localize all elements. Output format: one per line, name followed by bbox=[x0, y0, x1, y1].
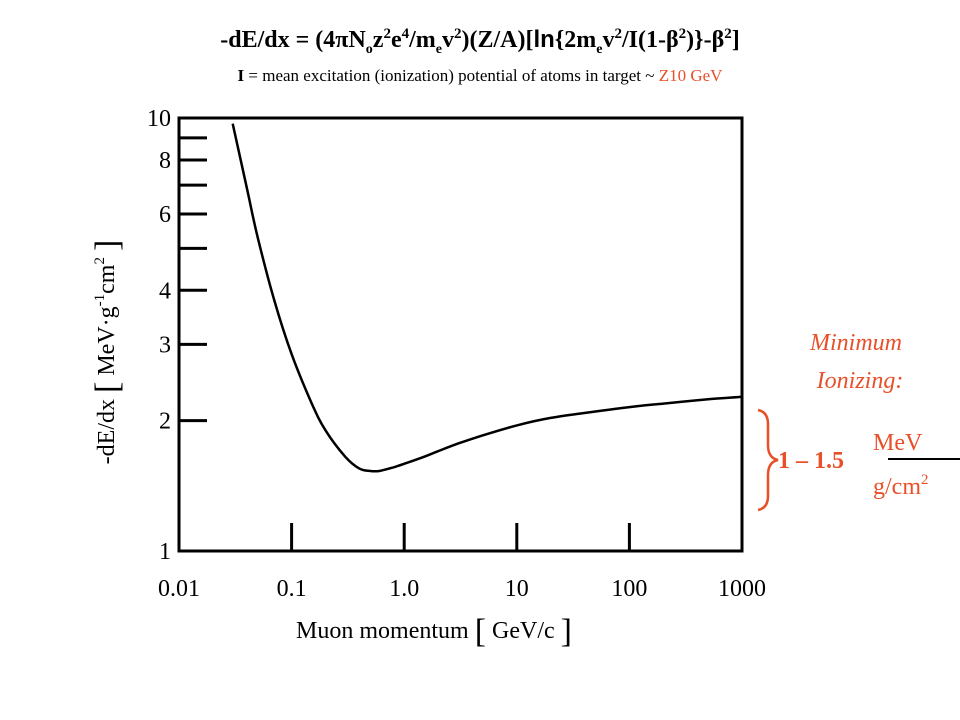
formula-sup: 2 bbox=[678, 26, 687, 42]
formula-sub: o bbox=[365, 41, 373, 57]
bethe-bloch-formula: -dE/dx = (4πNoz2e4/mev2)(Z/A)[ln{2mev2/I… bbox=[0, 26, 960, 58]
unit-denominator-text: g/cm bbox=[873, 474, 921, 500]
formula-part: ] bbox=[731, 27, 740, 53]
range-brace-icon bbox=[757, 408, 779, 512]
formula-beta: β bbox=[665, 27, 679, 53]
x-axis-title-bracket-left: [ bbox=[475, 613, 486, 650]
formula-sup: 4 bbox=[401, 26, 410, 42]
y-axis-title-sup: -1 bbox=[92, 294, 108, 307]
unit-numerator: MeV bbox=[873, 430, 923, 456]
y-axis-title-text: -dE/dx bbox=[94, 393, 120, 464]
formula-pi: π bbox=[335, 27, 349, 53]
series-line bbox=[231, 123, 743, 473]
min-ionizing-range: 1 – 1.5 bbox=[778, 448, 844, 474]
y-tick-label: 8 bbox=[159, 148, 171, 174]
formula-part: /I(1- bbox=[621, 27, 666, 53]
subtitle-highlight: Z10 GeV bbox=[658, 66, 723, 85]
y-axis-title-unit: MeV·g bbox=[94, 306, 120, 381]
formula-sup: 2 bbox=[724, 26, 732, 42]
formula-ln: ln bbox=[533, 26, 555, 53]
axis-ticks bbox=[179, 136, 631, 551]
y-axis-title-unit2: cm bbox=[94, 264, 120, 294]
x-tick-label: 0.1 bbox=[277, 576, 307, 602]
formula-sub: e bbox=[435, 41, 442, 57]
formula-part: z bbox=[372, 27, 384, 53]
y-axis-title-bracket-left: [ bbox=[89, 382, 126, 393]
subtitle-i-label: I bbox=[237, 66, 245, 85]
formula-sup: 2 bbox=[453, 26, 462, 42]
unit-denominator: g/cm2 bbox=[873, 472, 929, 500]
excitation-potential-note: I = mean excitation (ionization) potenti… bbox=[0, 66, 960, 86]
y-tick-label: 10 bbox=[147, 106, 171, 132]
formula-part: {2m bbox=[554, 27, 597, 53]
min-ionizing-label-line1: Minimum bbox=[809, 330, 902, 356]
formula-part: e bbox=[390, 27, 402, 53]
y-tick-label: 4 bbox=[159, 278, 171, 304]
subtitle-text: = mean excitation (ionization) potential… bbox=[244, 66, 659, 85]
x-axis-title-unit: GeV/c bbox=[486, 618, 561, 644]
x-axis-title-text: Muon momentum bbox=[296, 618, 475, 644]
x-tick-label: 0.01 bbox=[158, 576, 200, 602]
plot-frame bbox=[177, 116, 744, 553]
y-axis-title-bracket-right: ] bbox=[89, 240, 126, 251]
formula-part: N bbox=[348, 27, 366, 53]
x-axis-title-bracket-right: ] bbox=[561, 613, 572, 650]
formula-beta: β bbox=[711, 27, 725, 53]
formula-sub: e bbox=[596, 41, 603, 57]
formula-part: -dE/dx = (4 bbox=[220, 27, 336, 53]
formula-part: v bbox=[441, 27, 454, 53]
y-tick-label: 2 bbox=[159, 409, 171, 435]
y-tick-label: 6 bbox=[159, 202, 171, 228]
y-axis-title: -dE/dx [ MeV·g-1cm2 ] bbox=[89, 240, 126, 465]
formula-sup: 2 bbox=[614, 26, 622, 42]
y-tick-label: 3 bbox=[159, 332, 171, 358]
y-tick-label: 1 bbox=[159, 539, 171, 565]
formula-part: v bbox=[602, 27, 615, 53]
formula-part: )}- bbox=[686, 27, 712, 53]
unit-denominator-exp: 2 bbox=[921, 472, 929, 488]
x-tick-label: 10 bbox=[505, 576, 529, 602]
formula-part: )(Z/A)[ bbox=[461, 27, 534, 53]
formula-sup: 2 bbox=[383, 26, 391, 42]
formula-part: /m bbox=[409, 27, 436, 53]
x-tick-label: 100 bbox=[611, 576, 647, 602]
x-tick-label: 1000 bbox=[718, 576, 766, 602]
min-ionizing-label-line2: Ionizing: bbox=[816, 368, 904, 394]
x-tick-label: 1.0 bbox=[389, 576, 419, 602]
y-axis-title-sup2: 2 bbox=[92, 257, 108, 265]
x-axis-title: Muon momentum [ GeV/c ] bbox=[296, 613, 572, 650]
